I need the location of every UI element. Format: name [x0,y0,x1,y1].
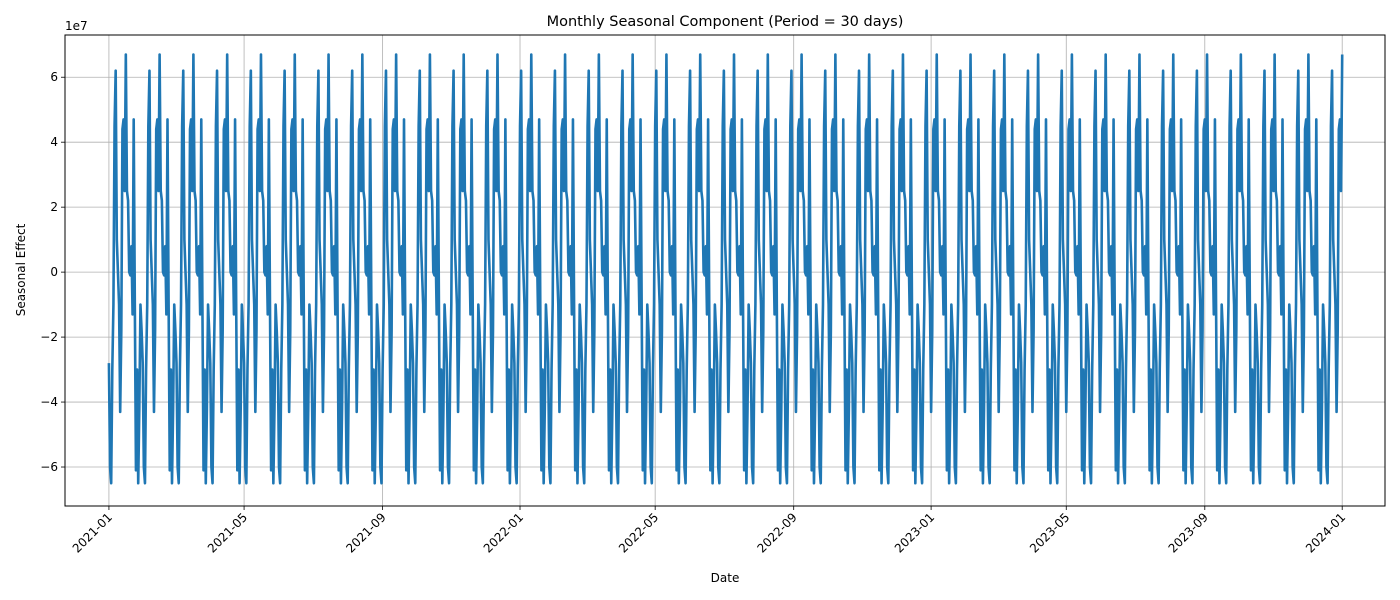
x-axis-title: Date [711,571,740,585]
y-tick-label-3: 0 [50,265,58,279]
y-offset-label: 1e7 [65,19,88,33]
y-tick-label-4: 2 [50,200,58,214]
plot-frame [64,34,1386,507]
y-tick-label-6: 6 [50,70,58,84]
y-tick-label-5: 4 [50,135,58,149]
y-tick-label-1: −4 [40,395,58,409]
series-line [107,53,1344,485]
y-tick-label-2: −2 [40,330,58,344]
y-tick-label-0: −6 [40,460,58,474]
y-axis-title: Seasonal Effect [14,223,28,316]
y-axis: −6 −4 −2 0 2 4 6 [40,70,65,474]
seasonal-series-line [107,53,1344,485]
chart-title: Monthly Seasonal Component (Period = 30 … [547,14,904,30]
